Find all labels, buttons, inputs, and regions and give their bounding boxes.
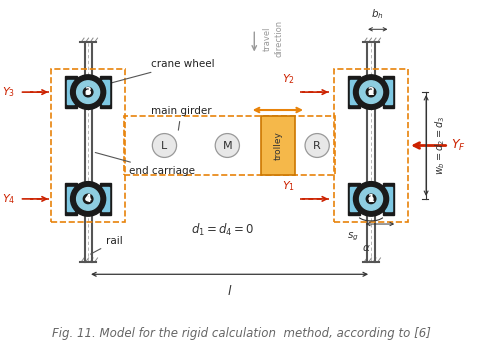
Text: $Y_F$: $Y_F$ — [451, 138, 466, 153]
Bar — [383, 183, 394, 215]
Text: end carriage: end carriage — [95, 153, 195, 176]
Bar — [65, 76, 77, 108]
Ellipse shape — [354, 75, 389, 109]
Text: direction: direction — [274, 20, 284, 57]
Text: $Y_1$: $Y_1$ — [282, 179, 295, 193]
Bar — [65, 183, 77, 215]
Ellipse shape — [305, 133, 329, 157]
Text: 2: 2 — [368, 87, 374, 97]
Text: $l$: $l$ — [227, 284, 232, 298]
Bar — [102, 187, 109, 211]
Ellipse shape — [369, 90, 373, 94]
Text: Fig. 11. Model for the rigid calculation  method, according to [6]: Fig. 11. Model for the rigid calculation… — [52, 327, 431, 340]
FancyBboxPatch shape — [261, 116, 295, 175]
Bar — [67, 187, 74, 211]
Text: $\alpha$: $\alpha$ — [362, 243, 371, 253]
Ellipse shape — [84, 194, 93, 204]
Text: crane wheel: crane wheel — [103, 59, 214, 85]
Bar — [348, 183, 359, 215]
Ellipse shape — [84, 87, 93, 97]
Text: M: M — [223, 141, 232, 151]
Text: $w_b = d_2 = d_3$: $w_b = d_2 = d_3$ — [433, 116, 447, 175]
Ellipse shape — [86, 90, 90, 94]
Text: $Y_3$: $Y_3$ — [2, 85, 15, 99]
Bar — [383, 76, 394, 108]
Bar — [102, 80, 109, 104]
Text: trolley: trolley — [273, 131, 283, 160]
Text: 1: 1 — [368, 194, 374, 204]
Ellipse shape — [71, 75, 106, 109]
Text: $d_1 = d_4 = 0$: $d_1 = d_4 = 0$ — [191, 222, 255, 238]
Text: L: L — [161, 141, 168, 151]
Bar — [350, 187, 357, 211]
Ellipse shape — [77, 188, 99, 210]
Bar — [348, 76, 359, 108]
Ellipse shape — [152, 133, 177, 157]
Text: $b_h$: $b_h$ — [371, 8, 384, 22]
Ellipse shape — [215, 133, 240, 157]
Text: 3: 3 — [85, 87, 91, 97]
Text: travel: travel — [263, 26, 272, 51]
Ellipse shape — [71, 182, 106, 216]
Text: R: R — [313, 141, 321, 151]
Bar — [385, 187, 392, 211]
Bar — [350, 80, 357, 104]
Bar — [99, 76, 111, 108]
Text: $Y_4$: $Y_4$ — [2, 192, 15, 206]
Bar — [99, 183, 111, 215]
Ellipse shape — [354, 182, 389, 216]
Ellipse shape — [366, 194, 376, 204]
Text: $Y_2$: $Y_2$ — [283, 72, 295, 86]
Text: 4: 4 — [85, 194, 91, 204]
Text: $s_g$: $s_g$ — [347, 230, 358, 243]
Bar — [385, 80, 392, 104]
Ellipse shape — [86, 197, 90, 201]
Ellipse shape — [77, 81, 99, 104]
Ellipse shape — [369, 197, 373, 201]
Text: rail: rail — [90, 236, 123, 254]
Bar — [67, 80, 74, 104]
Ellipse shape — [366, 87, 376, 97]
Ellipse shape — [359, 81, 383, 104]
Ellipse shape — [359, 188, 383, 210]
Text: main girder: main girder — [151, 106, 212, 130]
